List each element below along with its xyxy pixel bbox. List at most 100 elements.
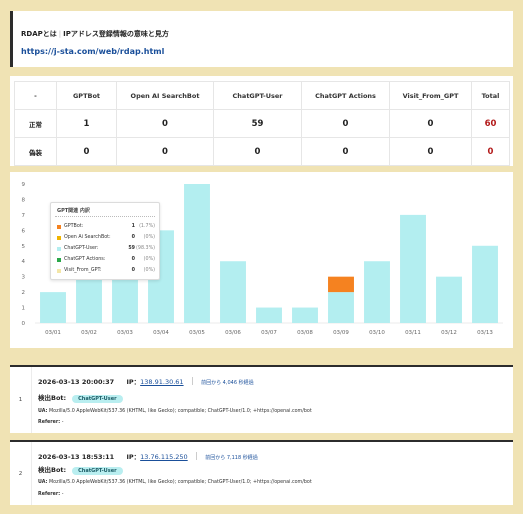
x-tick-label: 03/06	[225, 330, 241, 336]
table-cell: 0	[301, 109, 390, 138]
user-agent-line: UA: Mozilla/5.0 AppleWebKit/537.36 (KHTM…	[38, 409, 312, 414]
column-header: ChatGPT-User	[213, 81, 302, 110]
tooltip-title: GPT関連 内訳	[57, 208, 90, 214]
table-cell: 0	[116, 137, 214, 166]
table-cell: 0	[116, 109, 214, 138]
y-tick-label: 1	[22, 306, 26, 312]
y-tick-label: 4	[22, 259, 26, 265]
column-header: GPTBot	[56, 81, 117, 110]
bar-chatgpt-user-03-01[interactable]	[40, 292, 66, 323]
referer-line: Referer: -	[38, 420, 64, 425]
legend-swatch	[57, 258, 61, 262]
column-header: -	[14, 81, 57, 110]
referer-line: Referer: -	[38, 492, 64, 497]
table-row: 正常 1 0 59 0 0 60	[14, 109, 510, 138]
x-tick-label: 03/12	[441, 330, 457, 336]
legend-swatch	[57, 269, 61, 273]
bar-chatgpt-user-03-10[interactable]	[364, 261, 390, 323]
elapsed-since-previous: 前回から 7,118 秒経過	[205, 455, 258, 461]
x-tick-label: 03/09	[333, 330, 349, 336]
table-row: 偽装 0 0 0 0 0 0	[14, 137, 510, 166]
y-tick-label: 0	[22, 321, 26, 327]
user-agent-line: UA: Mozilla/5.0 AppleWebKit/537.36 (KHTM…	[38, 480, 312, 485]
row-label: 偽装	[14, 137, 57, 166]
tooltip-row: Open Ai SearchBot: 0 (0%)	[57, 235, 155, 244]
y-tick-label: 3	[22, 275, 26, 281]
bar-chatgpt-user-03-11[interactable]	[400, 214, 426, 323]
x-tick-label: 03/08	[297, 330, 313, 336]
x-tick-label: 03/13	[477, 330, 493, 336]
bot-badge: ChatGPT-User	[72, 467, 123, 475]
ip-link[interactable]: 138.91.30.61	[140, 378, 184, 386]
table-cell: 0	[301, 137, 390, 166]
y-tick-label: 2	[22, 290, 26, 296]
y-tick-label: 5	[22, 244, 26, 250]
legend-swatch	[57, 236, 61, 240]
total-cell: 0	[471, 137, 510, 166]
bar-chatgpt-user-03-02[interactable]	[76, 276, 102, 323]
bar-chatgpt-user-03-08[interactable]	[292, 307, 318, 323]
chart-tooltip: GPT関連 内訳 GPTBot: 1 (1.7%) Open Ai Search…	[50, 202, 160, 280]
detected-bot-line: 検出Bot: ChatGPT-User	[38, 464, 123, 476]
y-tick-label: 9	[22, 182, 26, 188]
y-tick-label: 6	[22, 228, 26, 234]
column-header: Open AI SearchBot	[116, 81, 214, 110]
x-tick-label: 03/03	[117, 330, 133, 336]
x-tick-label: 03/11	[405, 330, 421, 336]
article-title: RDAPとは | IPアドレス登録情報の意味と見方	[21, 30, 169, 38]
table-cell: 59	[213, 109, 302, 138]
x-tick-label: 03/10	[369, 330, 385, 336]
bar-chatgpt-user-03-06[interactable]	[220, 261, 246, 323]
access-log-entry: 2 2026-03-13 18:53:11 IP：13.76.115.250 前…	[10, 440, 513, 505]
ip-label: IP：	[126, 453, 141, 461]
access-log-entry: 1 2026-03-13 20:00:37 IP：138.91.30.61 前回…	[10, 365, 513, 433]
tooltip-row: ChatGPT-User: 59 (98.3%)	[57, 246, 155, 255]
x-tick-label: 03/01	[45, 330, 61, 336]
article-url-link[interactable]: https://j-sta.com/web/rdap.html	[21, 47, 165, 56]
bar-chatgpt-user-03-03[interactable]	[112, 276, 138, 323]
y-tick-label: 8	[22, 197, 26, 203]
row-label: 正常	[14, 109, 57, 138]
total-cell: 60	[471, 109, 510, 138]
elapsed-since-previous: 前回から 4,046 秒経過	[201, 380, 254, 386]
ip-link[interactable]: 13.76.115.250	[140, 453, 188, 461]
table-cell: 0	[389, 137, 472, 166]
divider	[195, 452, 197, 460]
bar-chatgpt-user-03-05[interactable]	[184, 184, 210, 323]
entry-index: 2	[10, 442, 32, 505]
table-header-row: - GPTBot Open AI SearchBot ChatGPT-User …	[14, 81, 510, 110]
bot-stats-table: - GPTBot Open AI SearchBot ChatGPT-User …	[14, 81, 510, 166]
bar-chatgpt-user-03-07[interactable]	[256, 307, 282, 323]
column-header: Total	[471, 81, 510, 110]
bar-chatgpt-user-03-13[interactable]	[472, 245, 498, 323]
entry-meta: 2026-03-13 20:00:37 IP：138.91.30.61 前回から…	[38, 376, 254, 386]
bar-chatgpt-user-03-12[interactable]	[436, 276, 462, 323]
table-cell: 0	[56, 137, 117, 166]
tooltip-divider	[55, 216, 155, 217]
bot-badge: ChatGPT-User	[72, 395, 123, 403]
y-tick-label: 7	[22, 213, 26, 219]
bar-gptbot-03-09[interactable]	[328, 276, 354, 293]
entry-meta: 2026-03-13 18:53:11 IP：13.76.115.250 前回か…	[38, 451, 258, 461]
table-cell: 0	[389, 109, 472, 138]
detected-bot-line: 検出Bot: ChatGPT-User	[38, 392, 123, 404]
table-cell: 0	[213, 137, 302, 166]
tooltip-row: ChatGPT Actions: 0 (0%)	[57, 257, 155, 266]
legend-swatch	[57, 247, 61, 251]
daily-bot-chart: 0 1 2 3 4 5 6 7 8 9 03/01 03/02 03/03 03/04 03/05 03/06…	[22, 182, 503, 336]
legend-swatch	[57, 225, 61, 229]
tooltip-row: Visit_From_GPT: 0 (0%)	[57, 268, 155, 277]
entry-datetime: 2026-03-13 18:53:11	[38, 453, 115, 461]
entry-index: 1	[10, 367, 32, 433]
daily-bot-chart-card: 0 1 2 3 4 5 6 7 8 9 03/01 03/02 03/03 03/04 03/05 03/06…	[10, 172, 513, 348]
entry-datetime: 2026-03-13 20:00:37	[38, 378, 115, 386]
table-cell: 1	[56, 109, 117, 138]
article-link-card: RDAPとは | IPアドレス登録情報の意味と見方 https://j-sta.co…	[10, 11, 513, 67]
x-tick-label: 03/04	[153, 330, 169, 336]
tooltip-row: GPTBot: 1 (1.7%)	[57, 224, 155, 233]
bot-stats-table-card: - GPTBot Open AI SearchBot ChatGPT-User …	[10, 76, 513, 166]
x-tick-label: 03/07	[261, 330, 277, 336]
x-tick-label: 03/02	[81, 330, 97, 336]
column-header: ChatGPT Actions	[301, 81, 390, 110]
bar-chatgpt-user-03-09[interactable]	[328, 292, 354, 323]
